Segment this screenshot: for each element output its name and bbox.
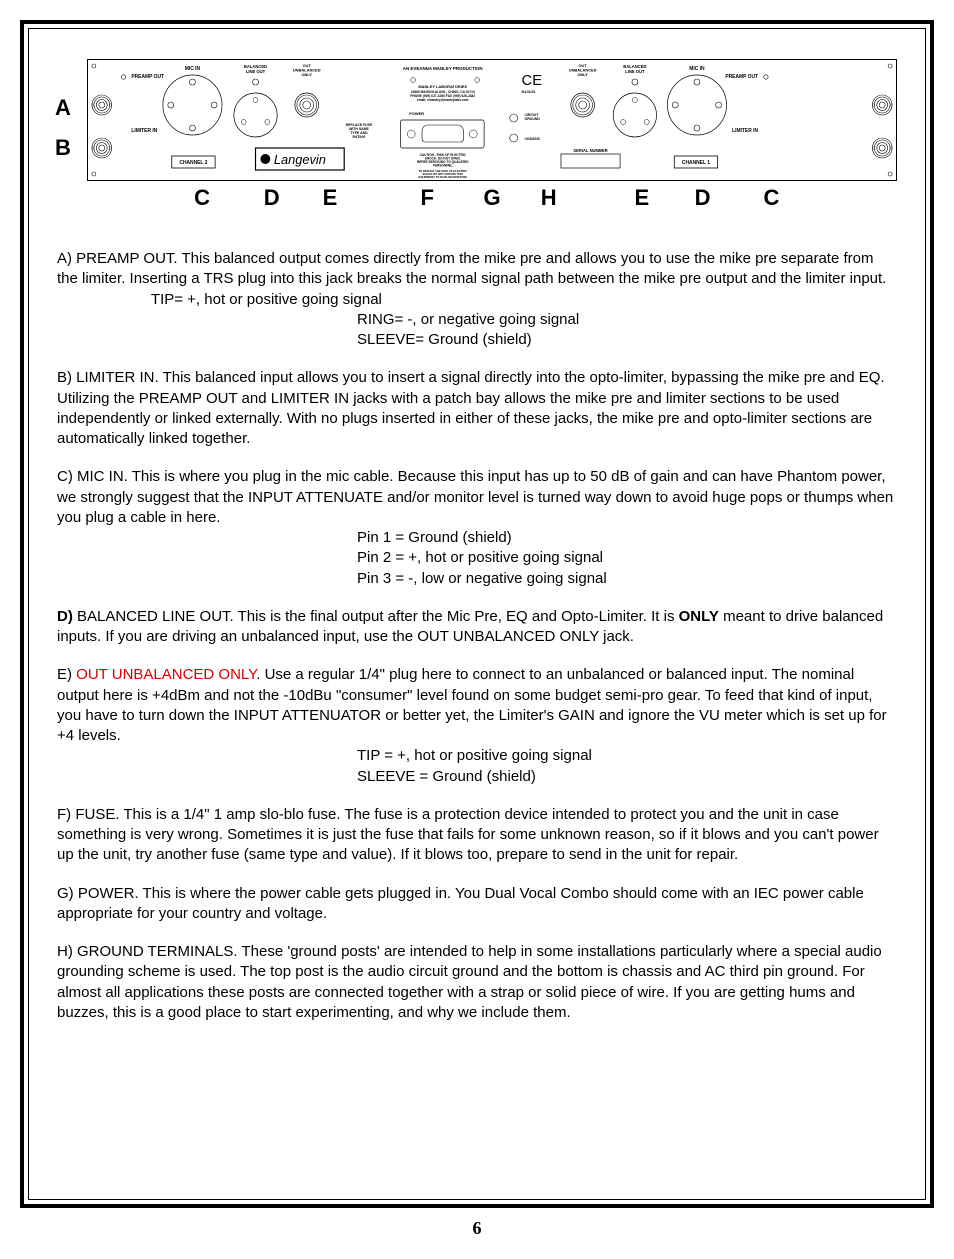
section-h: H) GROUND TERMINALS. These 'ground posts… xyxy=(57,942,897,1023)
section-g: G) POWER. This is where the power cable … xyxy=(57,884,897,925)
section-e: E) OUT UNBALANCED ONLY. Use a regular 1/… xyxy=(57,665,897,787)
bl-c2: C xyxy=(763,185,779,211)
section-e-pin-0: TIP = +, hot or positive going signal xyxy=(357,746,897,766)
section-f: F) FUSE. This is a 1/4" 1 amp slo-blo fu… xyxy=(57,805,897,866)
n10123: N10123 xyxy=(522,89,537,94)
section-a-pin-2: SLEEVE= Ground (shield) xyxy=(357,330,897,350)
section-c-pin-2: Pin 3 = -, low or negative going signal xyxy=(357,569,897,589)
mic-in-xlr-r xyxy=(667,75,726,135)
section-b: B) LIMITER IN. This balanced input allow… xyxy=(57,368,897,449)
preamp-out-jack-l xyxy=(92,95,112,115)
limiter-in-label-l: LIMITER IN xyxy=(131,128,157,134)
center-section: AN EVEANNA MANLEY PRODUCTION MANLEY LABO… xyxy=(400,66,542,179)
bal-line-out-l: BALANCEDLINE OUT xyxy=(244,64,267,74)
chassis-label: CHASSIS xyxy=(525,137,541,141)
power-label: POWER xyxy=(409,111,424,116)
limiter-in-jack-l xyxy=(92,138,112,158)
corner-screws xyxy=(92,64,892,176)
section-e-red: OUT UNBALANCED ONLY xyxy=(76,666,256,683)
panel-outline: PREAMP OUT LIMITER IN xyxy=(87,59,897,181)
section-e-pin-1: SLEEVE = Ground (shield) xyxy=(357,767,897,787)
left-channel: PREAMP OUT LIMITER IN xyxy=(92,63,373,170)
bl-d2: D xyxy=(695,185,711,211)
preamp-out-label-l: PREAMP OUT xyxy=(131,74,164,80)
unbal-label-r: OUTUNBALANCEDONLY xyxy=(569,63,597,77)
line-out-xlr-l xyxy=(234,93,277,137)
preamp-out-jack-r xyxy=(872,95,892,115)
section-a-pin-0-inline: TIP= +, hot or positive going signal xyxy=(151,291,382,308)
unbal-jack-l xyxy=(295,93,319,117)
channel-1-label: CHANNEL 1 xyxy=(682,160,710,166)
brand-label: Langevin xyxy=(274,152,326,167)
limiter-in-label-r: LIMITER IN xyxy=(732,128,758,134)
section-c-pin-1: Pin 2 = +, hot or positive going signal xyxy=(357,548,897,568)
circuit-ground-label: CIRCUITGROUND xyxy=(525,113,541,121)
section-c-body: C) MIC IN. This is where you plug in the… xyxy=(57,468,893,526)
email-label: email: emanley@manleylabs.com xyxy=(417,98,469,102)
mic-in-xlr-l xyxy=(163,75,222,135)
page-content: A B PREAMP OUT xyxy=(28,28,926,1200)
unbal-label-l: OUTUNBALANCEDONLY xyxy=(293,63,321,77)
mic-in-label-r: MIC IN xyxy=(689,66,705,72)
bl-c1: C xyxy=(194,185,210,211)
section-c: C) MIC IN. This is where you plug in the… xyxy=(57,467,897,589)
rear-panel-diagram: A B PREAMP OUT xyxy=(57,59,897,219)
bl-d1: D xyxy=(264,185,280,211)
section-b-body: B) LIMITER IN. This balanced input allow… xyxy=(57,369,885,447)
section-f-body: F) FUSE. This is a 1/4" 1 amp slo-blo fu… xyxy=(57,806,879,864)
unbal-jack-r xyxy=(571,93,595,117)
caution-label: CAUTION - RISK OF ELECTRICSHOCK. DO NOT … xyxy=(417,153,469,168)
panel-svg: PREAMP OUT LIMITER IN xyxy=(88,60,896,180)
right-channel: OUTUNBALANCEDONLY SERIAL NUMBER xyxy=(561,63,892,168)
limiter-in-jack-r xyxy=(872,138,892,158)
label-B: B xyxy=(55,135,71,161)
section-g-body: G) POWER. This is where the power cable … xyxy=(57,885,864,922)
section-c-pin-0: Pin 1 = Ground (shield) xyxy=(357,528,897,548)
bl-f: F xyxy=(420,185,433,211)
production-label: AN EVEANNA MANLEY PRODUCTION xyxy=(403,66,483,71)
section-a: A) PREAMP OUT. This balanced output come… xyxy=(57,249,897,350)
serial-label: SERIAL NUMBER xyxy=(573,148,607,153)
mic-in-label-l: MIC IN xyxy=(185,66,201,72)
section-h-body: H) GROUND TERMINALS. These 'ground posts… xyxy=(57,943,882,1021)
fuse-label: REPLACE FUSEWITH SAMETYPE ANDRATING xyxy=(346,123,373,139)
bl-g: G xyxy=(483,185,500,211)
preamp-out-label-r: PREAMP OUT xyxy=(725,74,758,80)
section-d-prefix: D) xyxy=(57,608,73,625)
page-number: 6 xyxy=(20,1218,934,1239)
section-a-pin-1: RING= -, or negative going signal xyxy=(357,310,897,330)
channel-2-label: CHANNEL 2 xyxy=(179,160,207,166)
bl-h: H xyxy=(541,185,557,211)
bottom-letter-row: C D E F G H E D C xyxy=(87,185,897,219)
ce-mark: CE xyxy=(522,73,543,89)
section-d-only: ONLY xyxy=(679,608,719,625)
section-d: D) BALANCED LINE OUT. This is the final … xyxy=(57,607,897,648)
bl-e1: E xyxy=(323,185,338,211)
bl-e2: E xyxy=(635,185,650,211)
line-out-xlr-r xyxy=(613,93,656,137)
mfr-label: MANLEY LABORATORIES xyxy=(418,84,467,89)
section-a-body: A) PREAMP OUT. This balanced output come… xyxy=(57,250,886,287)
bal-line-out-r: BALANCEDLINE OUT xyxy=(623,64,646,74)
section-e-prefix: E) xyxy=(57,666,76,683)
iec-inlet xyxy=(400,120,484,148)
section-d-mid: BALANCED LINE OUT. This is the final out… xyxy=(73,608,679,625)
label-A: A xyxy=(55,95,71,121)
reduce-label: TO REDUCE THE RISK OF ELECTRICSHOCK DO N… xyxy=(418,169,467,179)
